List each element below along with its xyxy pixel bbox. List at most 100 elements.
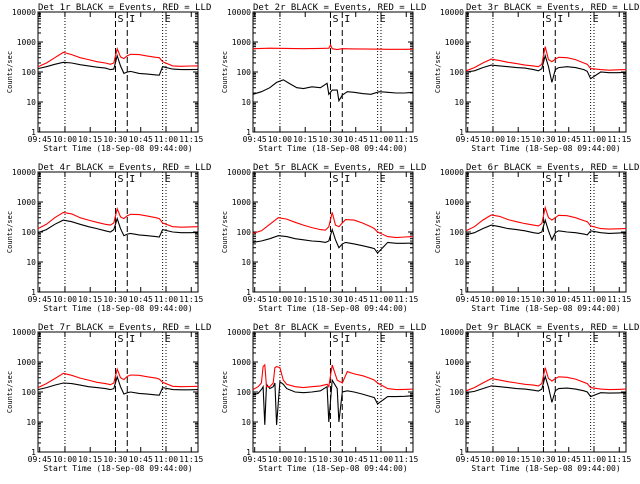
x-tick-label: 10:15 <box>293 295 317 304</box>
x-tick-label: 10:45 <box>557 455 581 464</box>
x-tick-label: 10:30 <box>318 135 342 144</box>
marker-label-S: S <box>332 14 338 25</box>
x-tick-label: 09:45 <box>243 295 267 304</box>
y-tick-label: 1 <box>246 448 251 457</box>
marker-label-E: E <box>165 174 171 185</box>
x-tick-label: 09:45 <box>243 455 267 464</box>
x-tick-label: 10:45 <box>129 455 153 464</box>
y-tick-label: 1000 <box>232 358 251 367</box>
plot-frame <box>465 331 627 453</box>
panel-3: Det 3r BLACK = Events, RED = LLD 1 10 100 10… <box>434 3 639 153</box>
y-tick-label: 10000 <box>440 328 464 337</box>
x-tick-label: 10:00 <box>53 455 77 464</box>
y-tick-label: 10 <box>241 258 251 267</box>
events-series-line <box>465 53 627 83</box>
x-tick-label: 10:30 <box>318 295 342 304</box>
x-axis-label: Start Time (18-Sep-08 09:44:00) <box>43 304 192 313</box>
marker-label-E: E <box>165 334 171 345</box>
events-series-line <box>252 227 414 254</box>
y-tick-label: 1 <box>246 128 251 137</box>
marker-label-I: I <box>344 334 350 345</box>
x-tick-label: 10:45 <box>129 135 153 144</box>
x-tick-label: 11:15 <box>394 455 418 464</box>
x-axis-label: Start Time (18-Sep-08 09:44:00) <box>258 464 407 473</box>
y-tick-label: 100 <box>450 388 465 397</box>
x-tick-label: 11:15 <box>394 135 418 144</box>
y-tick-label: 10 <box>454 418 464 427</box>
x-tick-label: 10:00 <box>268 135 292 144</box>
x-tick-label: 11:15 <box>179 295 203 304</box>
marker-label-S: S <box>545 174 551 185</box>
y-axis-label: Counts/sec <box>6 211 14 253</box>
lld-series-line <box>37 367 199 389</box>
x-tick-label: 10:15 <box>506 135 530 144</box>
x-tick-label: 09:45 <box>28 135 52 144</box>
x-tick-label: 09:45 <box>243 135 267 144</box>
panel-4: Det 4r BLACK = Events, RED = LLD 1 10 100 10… <box>6 163 211 313</box>
events-series-line <box>465 218 627 242</box>
y-tick-label: 10000 <box>440 8 464 17</box>
x-tick-label: 11:00 <box>369 295 393 304</box>
x-tick-label: 11:00 <box>582 455 606 464</box>
lld-series-line <box>465 46 627 72</box>
marker-label-I: I <box>557 174 563 185</box>
y-tick-label: 1 <box>31 448 36 457</box>
y-axis-label: Counts/sec <box>221 211 229 253</box>
lld-series-line <box>252 212 414 239</box>
x-tick-label: 10:30 <box>103 135 127 144</box>
marker-label-I: I <box>344 14 350 25</box>
panel-7: Det 7r BLACK = Events, RED = LLD 1 10 100 10… <box>6 323 211 473</box>
marker-label-E: E <box>593 14 599 25</box>
plot-frame <box>37 331 199 453</box>
x-tick-label: 11:00 <box>154 135 178 144</box>
y-tick-label: 10 <box>26 418 36 427</box>
y-tick-label: 10000 <box>227 8 251 17</box>
y-tick-label: 100 <box>22 388 37 397</box>
x-tick-label: 11:15 <box>394 295 418 304</box>
x-tick-label: 10:45 <box>344 135 368 144</box>
y-tick-label: 1000 <box>232 38 251 47</box>
y-tick-label: 1 <box>459 448 464 457</box>
x-tick-label: 10:45 <box>129 295 153 304</box>
events-series-line <box>252 79 414 103</box>
x-tick-label: 10:00 <box>53 135 77 144</box>
y-tick-label: 1000 <box>17 358 36 367</box>
x-axis-label: Start Time (18-Sep-08 09:44:00) <box>471 464 620 473</box>
y-tick-label: 10000 <box>227 168 251 177</box>
marker-label-I: I <box>557 14 563 25</box>
x-axis-label: Start Time (18-Sep-08 09:44:00) <box>43 144 192 153</box>
y-axis-label: Counts/sec <box>6 51 14 93</box>
x-tick-label: 09:45 <box>28 455 52 464</box>
panel-5: Det 5r BLACK = Events, RED = LLD 1 10 100 10… <box>221 163 426 313</box>
y-tick-label: 1000 <box>445 198 464 207</box>
y-tick-label: 1000 <box>445 38 464 47</box>
marker-label-S: S <box>332 334 338 345</box>
y-tick-label: 10 <box>26 258 36 267</box>
x-tick-label: 10:15 <box>78 455 102 464</box>
y-tick-label: 1 <box>459 288 464 297</box>
panel-title: Det 6r BLACK = Events, RED = LLD <box>466 163 639 173</box>
events-series-line <box>465 374 627 403</box>
x-tick-label: 10:15 <box>506 455 530 464</box>
panel-title: Det 1r BLACK = Events, RED = LLD <box>38 3 211 13</box>
marker-label-E: E <box>380 334 386 345</box>
marker-label-E: E <box>380 14 386 25</box>
lld-series-line <box>252 43 414 51</box>
plot-frame <box>252 11 414 133</box>
x-tick-label: 10:45 <box>557 295 581 304</box>
y-tick-label: 10 <box>241 418 251 427</box>
panel-9: Det 9r BLACK = Events, RED = LLD 1 10 100 10… <box>434 323 639 473</box>
y-tick-label: 100 <box>22 228 37 237</box>
panel-title: Det 8r BLACK = Events, RED = LLD <box>253 323 426 333</box>
panel-1: Det 1r BLACK = Events, RED = LLD 1 10 100 10… <box>6 3 211 153</box>
marker-label-I: I <box>557 334 563 345</box>
x-tick-label: 11:15 <box>179 135 203 144</box>
x-axis-label: Start Time (18-Sep-08 09:44:00) <box>258 144 407 153</box>
lld-series-line <box>465 205 627 232</box>
y-axis-label: Counts/sec <box>434 371 442 413</box>
y-tick-label: 10000 <box>12 8 36 17</box>
x-tick-label: 09:45 <box>456 455 480 464</box>
y-tick-label: 100 <box>22 68 37 77</box>
marker-label-S: S <box>117 174 123 185</box>
